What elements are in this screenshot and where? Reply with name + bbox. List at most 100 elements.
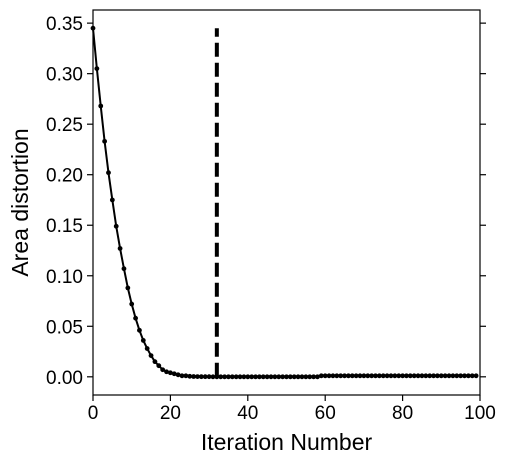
- data-point: [94, 66, 100, 72]
- data-point: [388, 373, 394, 379]
- data-point: [260, 374, 266, 380]
- data-point: [152, 359, 158, 365]
- data-point: [206, 374, 212, 380]
- data-point: [431, 373, 436, 379]
- data-point: [373, 373, 378, 379]
- data-point: [125, 285, 131, 291]
- data-point: [109, 197, 115, 203]
- plot-area-frame: [92, 9, 481, 396]
- data-point: [202, 374, 208, 380]
- x-tick-label: 20: [160, 403, 181, 424]
- data-point: [268, 374, 274, 380]
- data-point: [183, 373, 189, 379]
- data-point: [299, 374, 305, 380]
- y-tick-label: 0.25: [46, 115, 83, 136]
- data-point: [307, 374, 313, 380]
- x-tick-label: 40: [237, 403, 258, 424]
- data-point: [287, 374, 293, 380]
- data-point: [129, 301, 135, 307]
- data-point: [365, 373, 371, 379]
- data-point: [113, 223, 119, 229]
- y-tick-label: 0.15: [46, 216, 83, 237]
- data-point: [342, 373, 347, 379]
- data-point: [442, 373, 448, 379]
- data-point: [168, 370, 173, 376]
- x-tick-label: 60: [315, 403, 336, 424]
- data-point: [400, 373, 405, 379]
- data-point: [407, 373, 413, 379]
- data-point: [106, 170, 111, 176]
- y-tick-label: 0.10: [46, 267, 83, 288]
- data-point: [361, 373, 367, 379]
- x-tick-label: 0: [88, 403, 99, 424]
- data-point: [121, 266, 127, 272]
- data-point: [222, 374, 227, 380]
- data-point: [330, 373, 336, 379]
- x-tick-label: 100: [464, 403, 496, 424]
- x-axis-ticks: 0 20 40 60 80 100: [88, 395, 496, 424]
- data-point: [210, 374, 216, 380]
- data-point: [346, 373, 351, 379]
- data-point: [392, 373, 398, 379]
- data-point: [98, 103, 104, 109]
- data-point: [102, 138, 108, 144]
- y-axis-label: Area distortion: [7, 128, 33, 276]
- data-point: [295, 374, 301, 380]
- data-point: [218, 374, 224, 380]
- data-point: [148, 353, 154, 358]
- data-point: [241, 374, 247, 380]
- data-point: [284, 374, 289, 380]
- data-point: [179, 373, 185, 379]
- data-point: [322, 373, 328, 379]
- data-point: [237, 374, 243, 380]
- data-point: [257, 374, 262, 380]
- data-point: [349, 373, 355, 379]
- y-tick-label: 0.00: [46, 368, 83, 389]
- y-tick-label: 0.30: [46, 65, 83, 86]
- y-axis-ticks: 0.00 0.05 0.10 0.15 0.20 0.25 0.30 0.35: [46, 14, 486, 389]
- data-point: [318, 373, 324, 379]
- data-point: [245, 374, 251, 380]
- data-point: [376, 373, 382, 379]
- data-point: [187, 373, 193, 379]
- data-point: [438, 373, 444, 379]
- x-axis-label: Iteration Number: [201, 429, 373, 455]
- data-point: [435, 373, 440, 379]
- data-point: [117, 246, 123, 251]
- data-point: [249, 374, 255, 380]
- x-tick-label: 80: [392, 403, 413, 424]
- data-point: [264, 374, 270, 380]
- data-point: [357, 373, 363, 379]
- data-point: [171, 371, 177, 377]
- data-point: [280, 374, 286, 380]
- data-point: [233, 374, 239, 380]
- data-point: [164, 369, 169, 375]
- data-point: [450, 373, 456, 379]
- data-point: [160, 367, 166, 373]
- data-point: [326, 373, 332, 379]
- data-point: [396, 373, 402, 379]
- data-point: [276, 374, 282, 380]
- data-point: [133, 315, 138, 321]
- data-point: [303, 374, 309, 380]
- data-point: [458, 373, 464, 379]
- data-point: [465, 373, 471, 379]
- data-point: [198, 374, 204, 380]
- data-point: [315, 374, 320, 380]
- data-point: [338, 373, 344, 379]
- data-point: [140, 338, 146, 343]
- data-point: [419, 373, 425, 379]
- data-point: [226, 374, 231, 380]
- data-point: [473, 373, 479, 379]
- data-point: [411, 373, 417, 379]
- data-point: [334, 373, 340, 379]
- y-tick-label: 0.05: [46, 317, 83, 338]
- y-tick-label: 0.20: [46, 166, 83, 187]
- data-point: [272, 374, 278, 380]
- data-point: [415, 373, 421, 379]
- y-tick-label: 0.35: [46, 14, 83, 35]
- plot-marks: [90, 25, 479, 380]
- data-point: [195, 374, 200, 380]
- data-point: [446, 373, 452, 379]
